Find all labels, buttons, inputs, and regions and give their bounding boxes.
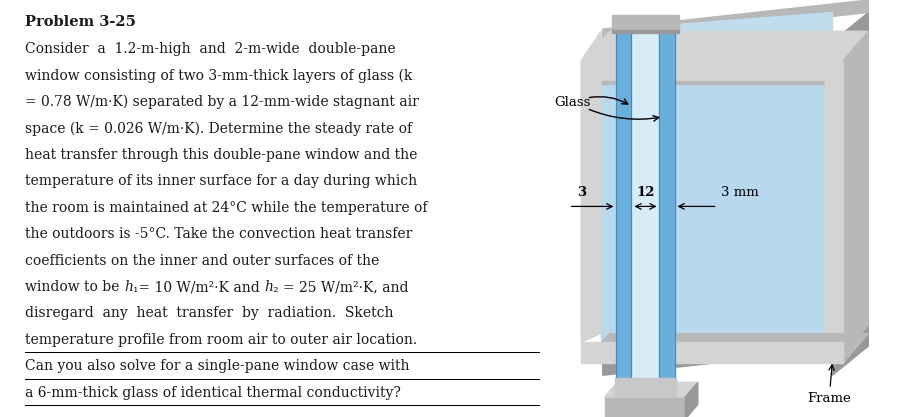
Polygon shape bbox=[832, 13, 868, 375]
Text: = 0.78 W/m·K) separated by a 12-mm-wide stagnant air: = 0.78 W/m·K) separated by a 12-mm-wide … bbox=[25, 95, 419, 109]
Text: the room is maintained at 24°C while the temperature of: the room is maintained at 24°C while the… bbox=[25, 201, 428, 215]
Text: 3: 3 bbox=[577, 186, 586, 199]
Polygon shape bbox=[603, 334, 868, 375]
Text: heat transfer through this double-pane window and the: heat transfer through this double-pane w… bbox=[25, 148, 417, 162]
Polygon shape bbox=[616, 30, 631, 397]
Polygon shape bbox=[581, 31, 601, 342]
Polygon shape bbox=[581, 60, 843, 81]
Text: the outdoors is -5°C. Take the convection heat transfer: the outdoors is -5°C. Take the convectio… bbox=[25, 227, 413, 241]
Text: ₂ = 25 W/m²·K, and: ₂ = 25 W/m²·K, and bbox=[273, 280, 408, 294]
Polygon shape bbox=[659, 30, 675, 397]
Polygon shape bbox=[612, 15, 679, 30]
Text: ₁= 10 W/m²·K and: ₁= 10 W/m²·K and bbox=[133, 280, 264, 294]
Polygon shape bbox=[581, 31, 868, 60]
Text: 3 mm: 3 mm bbox=[721, 186, 759, 199]
Text: Glass: Glass bbox=[554, 95, 591, 109]
Text: h: h bbox=[124, 280, 133, 294]
Polygon shape bbox=[581, 81, 843, 84]
Polygon shape bbox=[601, 81, 825, 342]
Text: Problem 3-25: Problem 3-25 bbox=[25, 15, 136, 29]
Polygon shape bbox=[603, 0, 868, 42]
Text: Consider  a  1.2-m-high  and  2-m-wide  double-pane: Consider a 1.2-m-high and 2-m-wide doubl… bbox=[25, 42, 396, 56]
Polygon shape bbox=[581, 334, 868, 363]
Polygon shape bbox=[843, 31, 868, 354]
Text: window to be: window to be bbox=[25, 280, 124, 294]
Text: Can you also solve for a single-pane window case with: Can you also solve for a single-pane win… bbox=[25, 359, 410, 374]
Polygon shape bbox=[614, 378, 676, 397]
Polygon shape bbox=[685, 382, 698, 417]
Text: temperature profile from room air to outer air location.: temperature profile from room air to out… bbox=[25, 333, 417, 347]
Polygon shape bbox=[825, 60, 843, 363]
Polygon shape bbox=[631, 30, 659, 397]
Polygon shape bbox=[617, 13, 832, 363]
Text: Frame: Frame bbox=[807, 365, 851, 405]
Polygon shape bbox=[581, 342, 843, 363]
Text: temperature of its inner surface for a day during which: temperature of its inner surface for a d… bbox=[25, 174, 417, 188]
Text: window consisting of two 3-mm-thick layers of glass (k: window consisting of two 3-mm-thick laye… bbox=[25, 68, 413, 83]
Text: disregard  any  heat  transfer  by  radiation.  Sketch: disregard any heat transfer by radiation… bbox=[25, 306, 394, 321]
Polygon shape bbox=[605, 397, 685, 417]
Text: coefficients on the inner and outer surfaces of the: coefficients on the inner and outer surf… bbox=[25, 254, 379, 268]
Text: space (k = 0.026 W/m·K). Determine the steady rate of: space (k = 0.026 W/m·K). Determine the s… bbox=[25, 121, 413, 136]
Text: a 6-mm-thick glass of identical thermal conductivity?: a 6-mm-thick glass of identical thermal … bbox=[25, 386, 401, 400]
Text: 12: 12 bbox=[636, 186, 655, 199]
Polygon shape bbox=[605, 382, 698, 397]
Text: h: h bbox=[264, 280, 273, 294]
Polygon shape bbox=[612, 30, 679, 33]
